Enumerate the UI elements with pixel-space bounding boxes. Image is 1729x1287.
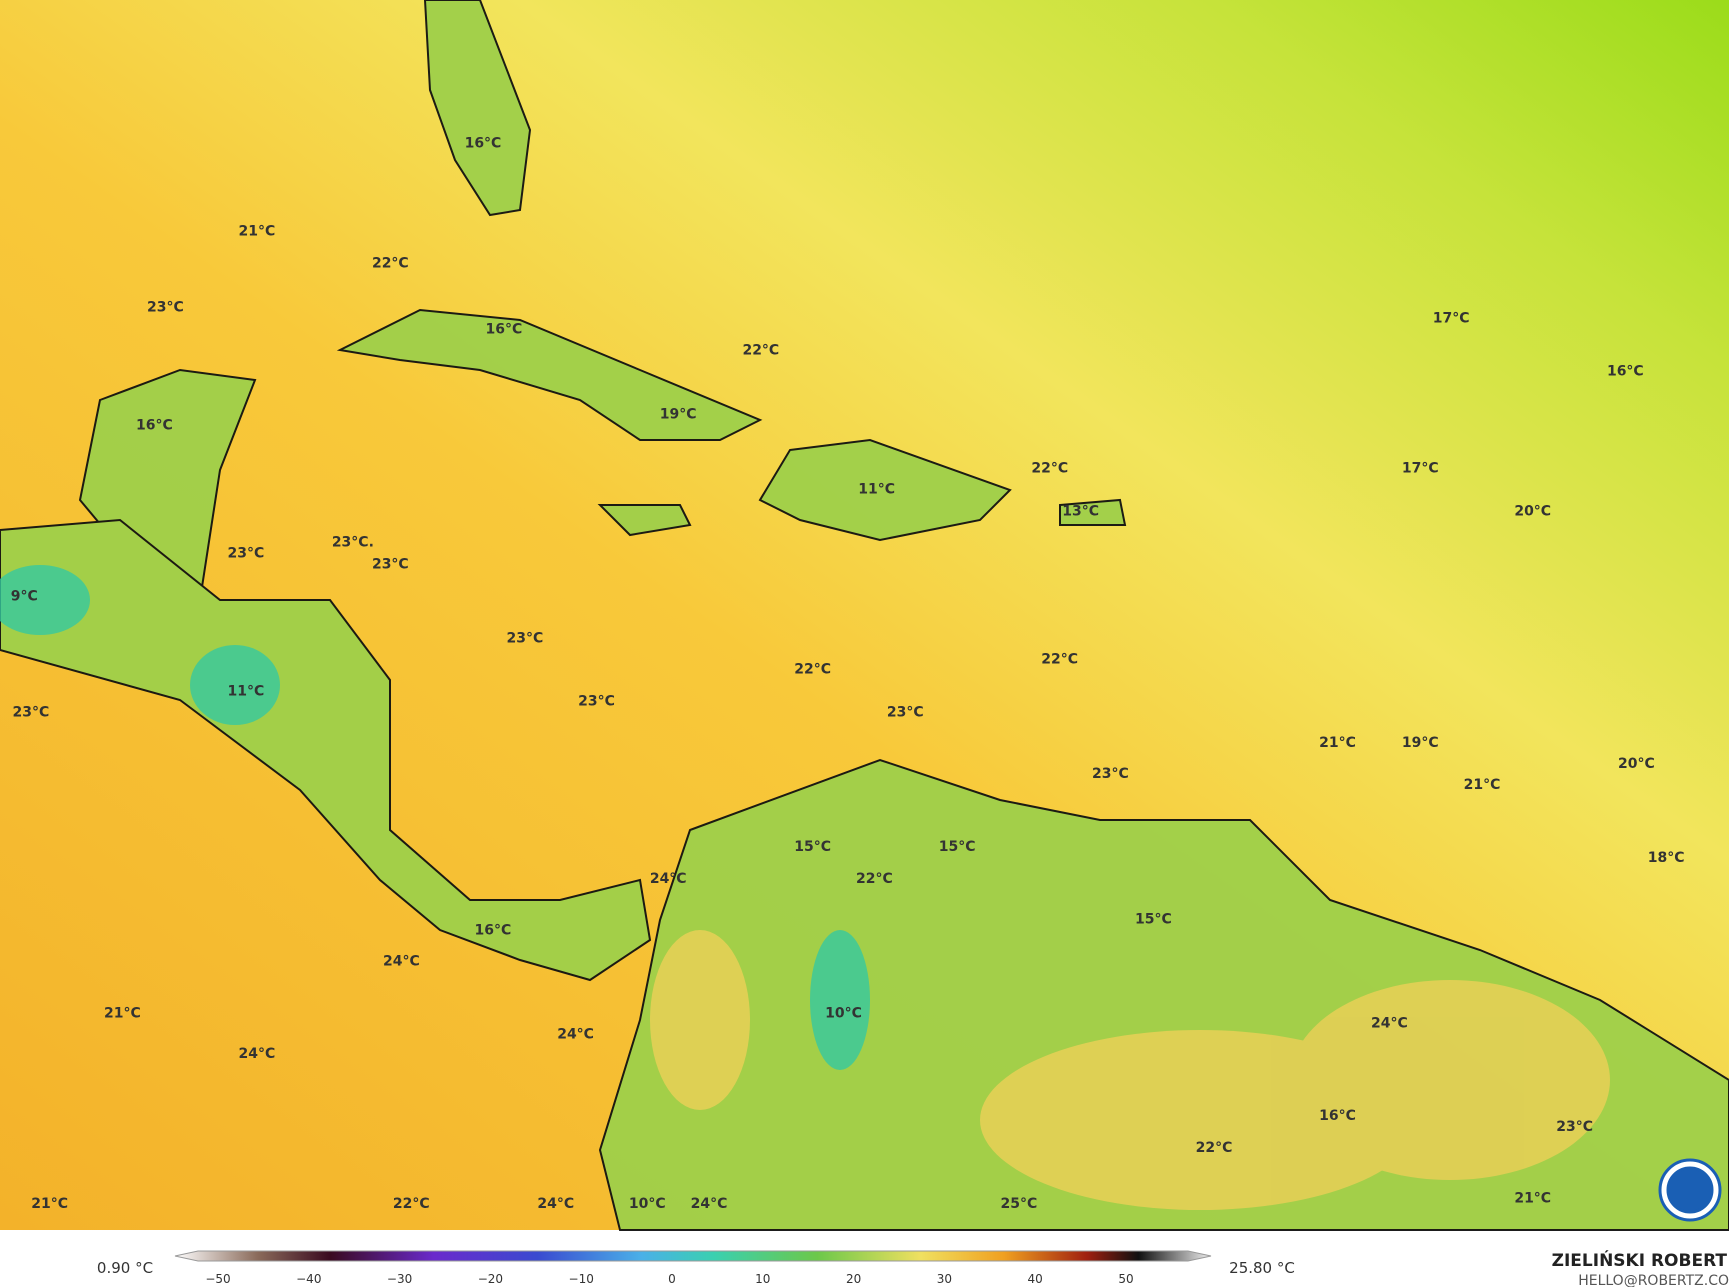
temperature-label: 23°C [1092,766,1129,782]
colorbar-max: 25.80 °C [1229,1259,1295,1277]
colorbar-tick-label: 10 [755,1272,770,1286]
temperature-label: 24°C [557,1026,594,1042]
temperature-label: 23°C [1556,1119,1593,1135]
temperature-label: 21°C [1464,777,1501,793]
temperature-label: 17°C [1433,311,1470,327]
colorbar-tick-label: −40 [296,1272,321,1286]
temperature-label: 11°C [228,683,265,699]
temperature-label: 11°C [858,482,895,498]
temperature-label: 24°C [537,1196,574,1212]
temperature-label: 10°C [629,1196,666,1212]
temperature-label: 24°C [691,1196,728,1212]
temperature-label: 16°C [486,322,523,338]
temperature-label: 15°C [794,839,831,855]
temperature-label: 19°C [660,407,697,423]
temperature-label: 20°C [1618,756,1655,772]
temperature-label: 16°C [1607,364,1644,380]
temperature-label: 16°C [1319,1108,1356,1124]
colorbar-min: 0.90 °C [97,1259,153,1277]
temperature-label: 21°C [239,224,276,240]
temperature-label: 24°C [239,1046,276,1062]
colorbar-tick-label: 50 [1118,1272,1133,1286]
temperature-label: 22°C [393,1196,430,1212]
temperature-label: 21°C [1514,1191,1551,1207]
colorbar [174,1250,1212,1262]
colorbar-tick-label: −20 [478,1272,503,1286]
temperature-label: 23°C [372,557,409,573]
colorbar-tick-label: −50 [205,1272,230,1286]
temperature-label: 23°C. [332,535,374,551]
temperature-label: 24°C [383,954,420,970]
noaa-logo [1658,1158,1722,1222]
temperature-label: 24°C [1371,1015,1408,1031]
temperature-label: 22°C [1041,651,1078,667]
temperature-label: 10°C [825,1005,862,1021]
temperature-label: 18°C [1648,850,1685,866]
colorbar-tick-label: 30 [937,1272,952,1286]
temperature-label: 24°C [650,871,687,887]
temperature-label: 15°C [1135,912,1172,928]
colorbar-tick-label: −30 [387,1272,412,1286]
temperature-label: 23°C [12,704,49,720]
temperature-label: 25°C [1000,1196,1037,1212]
temperature-label: 22°C [742,343,779,359]
temperature-label: 23°C [578,693,615,709]
temperature-label: 15°C [939,839,976,855]
temperature-label: 23°C [147,300,184,316]
colorbar-tick-label: −10 [569,1272,594,1286]
author-name: ZIELIŃSKI ROBERT [1552,1249,1728,1271]
temperature-label: 22°C [794,661,831,677]
map: 21°C 22°C 23°C 16°C 16°C 22°C 16°C 19°C 11°C 22°C… [0,0,1729,1231]
colorbar-tick-label: 20 [846,1272,861,1286]
legend-bar: 0.90 °C −50 −40 −30 −20 −10 0 10 20 30 40 50 25.80… [97,1249,1729,1287]
temperature-label: 22°C [1196,1140,1233,1156]
colorbar-tick-label: 0 [668,1272,676,1286]
temperature-label: 17°C [1402,461,1439,477]
author-email: HELLO@ROBERTZ.CO [1578,1273,1729,1287]
temperature-label: 23°C [506,630,543,646]
temperature-label: 16°C [136,418,173,434]
temperature-label: 21°C [104,1005,141,1021]
temperature-label: 13°C [1062,504,1099,520]
temperature-label: 23°C [887,704,924,720]
temperature-label: 22°C [372,256,409,272]
temperature-label: 22°C [856,871,893,887]
colorbar-tick-label: 40 [1028,1272,1043,1286]
temperature-label: 20°C [1514,504,1551,520]
temperature-label: 16°C [475,923,512,939]
temperature-label: 9°C [11,589,38,605]
temperature-label: 22°C [1031,461,1068,477]
temperature-label: 23°C [228,546,265,562]
temperature-label: 16°C [465,135,502,151]
temperature-label: 19°C [1402,735,1439,751]
temperature-label: 21°C [31,1196,68,1212]
temperature-label: 21°C [1319,735,1356,751]
